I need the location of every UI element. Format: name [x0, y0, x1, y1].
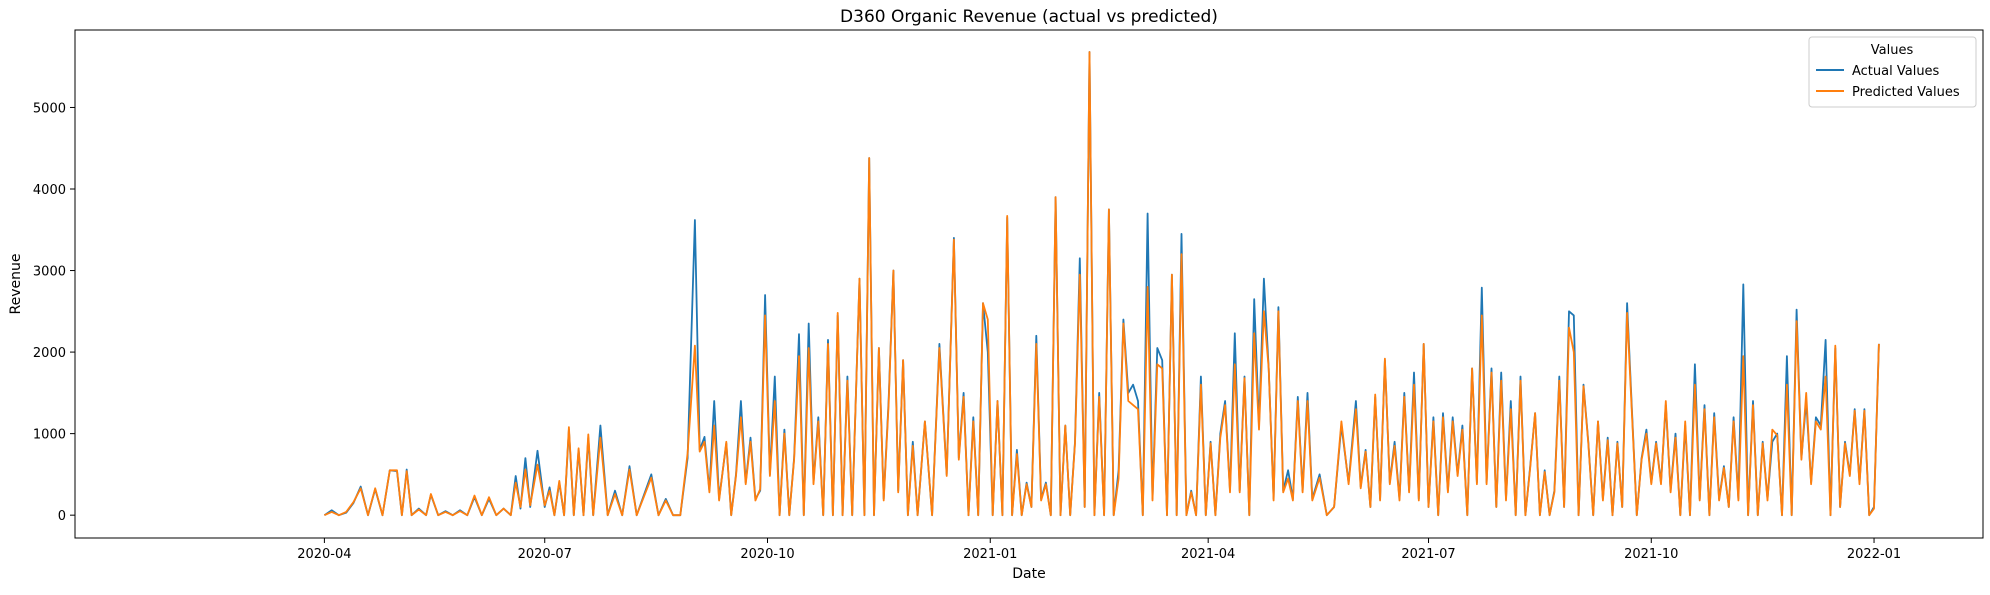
- y-tick-label: 4000: [33, 183, 66, 198]
- x-tick-label: 2021-10: [1624, 547, 1678, 562]
- x-axis: 2020-04 2020-07 2020-10 2021-01 2021-04 2021-…: [297, 538, 1901, 562]
- x-tick-label: 2021-01: [963, 547, 1017, 562]
- legend-title: Values: [1871, 43, 1914, 58]
- y-tick-label: 5000: [33, 101, 66, 116]
- plot-frame: [74, 29, 1984, 539]
- x-tick-label: 2022-01: [1847, 547, 1901, 562]
- legend-label-predicted: Predicted Values: [1852, 85, 1960, 100]
- x-tick-label: 2020-04: [297, 547, 351, 562]
- x-axis-label: Date: [1012, 566, 1045, 582]
- legend-box: [1808, 36, 1977, 108]
- x-tick-label: 2021-07: [1401, 547, 1455, 562]
- y-tick-label: 3000: [33, 265, 66, 280]
- x-tick-label: 2020-10: [740, 547, 794, 562]
- y-tick-label: 1000: [33, 428, 66, 443]
- y-tick-label: 0: [58, 509, 66, 524]
- x-tick-label: 2021-04: [1181, 547, 1235, 562]
- legend: Values Actual Values Predicted Values: [1808, 36, 1977, 108]
- y-axis: 0 1000 2000 3000 4000 5000: [33, 101, 75, 524]
- plot-area: [323, 51, 1880, 517]
- x-tick-label: 2020-07: [518, 547, 572, 562]
- y-tick-label: 2000: [33, 346, 66, 361]
- legend-label-actual: Actual Values: [1852, 64, 1940, 79]
- y-axis-label: Revenue: [8, 254, 24, 315]
- chart-title: D360 Organic Revenue (actual vs predicte…: [840, 7, 1218, 27]
- series-line-predicted: [324, 51, 1880, 517]
